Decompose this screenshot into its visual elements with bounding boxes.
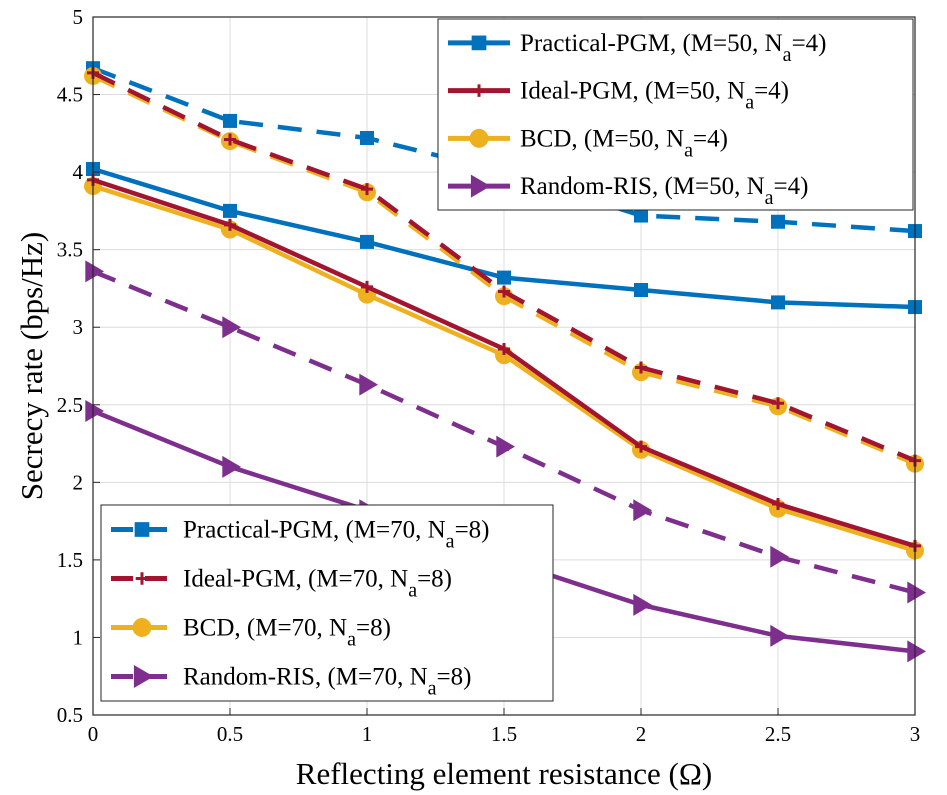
data-point-square xyxy=(634,208,648,223)
data-point-plus xyxy=(361,183,373,196)
x-tick-label: 0 xyxy=(88,722,99,746)
legend-label: Practical-PGM, (M=50, Na=4) xyxy=(520,30,827,66)
data-point-square xyxy=(634,282,648,297)
x-tick-label: 2 xyxy=(636,722,647,746)
legend-item: Ideal-PGM, (M=50, Na=4) xyxy=(448,78,789,114)
x-tick-label: 0.5 xyxy=(217,722,243,746)
series-7 xyxy=(85,260,926,604)
data-point-square xyxy=(134,522,150,537)
legend-label: Ideal-PGM, (M=70, Na=8) xyxy=(183,566,452,602)
legend-item: Practical-PGM, (M=50, Na=4) xyxy=(448,30,827,66)
y-tick-label: 3.5 xyxy=(57,238,83,262)
data-point-triangle xyxy=(770,545,789,568)
data-point-plus xyxy=(498,342,510,355)
legend-label: BCD, (M=70, Na=8) xyxy=(183,615,391,651)
tick-group: 0 0.5 1 1.5 2 2.5 30.511.522.533.544.55 xyxy=(57,5,921,746)
data-point-plus xyxy=(635,361,647,374)
series-5 xyxy=(87,66,921,467)
data-point-triangle xyxy=(85,399,104,422)
data-point-plus xyxy=(472,84,486,97)
data-point-plus xyxy=(361,280,373,293)
legend-item: BCD, (M=70, Na=8) xyxy=(111,615,391,651)
y-tick-label: 4 xyxy=(73,160,84,184)
legend-item: BCD, (M=50, Na=4) xyxy=(448,125,728,161)
legend-label: Random-RIS, (M=70, Na=8) xyxy=(183,664,471,700)
data-point-triangle xyxy=(222,455,241,478)
data-point-square xyxy=(497,270,511,285)
y-tick-label: 3 xyxy=(73,315,84,339)
data-point-triangle xyxy=(633,593,652,616)
y-axis-label: Secrecy rate (bps/Hz) xyxy=(14,232,49,501)
series-group xyxy=(84,61,926,663)
data-point-circle xyxy=(132,618,152,637)
data-point-square xyxy=(360,234,374,249)
legend-item: Ideal-PGM, (M=70, Na=8) xyxy=(111,566,452,602)
legend-item: Random-RIS, (M=70, Na=8) xyxy=(111,664,471,700)
legend-top-right: Practical-PGM, (M=50, Na=4) Ideal-PGM, (M… xyxy=(437,18,914,211)
data-point-triangle xyxy=(770,624,789,647)
legend-label: Random-RIS, (M=50, Na=4) xyxy=(520,173,808,209)
legend-label: Ideal-PGM, (M=50, Na=4) xyxy=(520,78,789,114)
data-point-square xyxy=(223,113,237,128)
data-point-square xyxy=(771,214,785,229)
data-point-square xyxy=(223,203,237,218)
y-tick-label: 2.5 xyxy=(57,393,83,417)
x-tick-label: 3 xyxy=(910,722,921,746)
series-4 xyxy=(86,61,922,239)
legend-group: Practical-PGM, (M=50, Na=4) Ideal-PGM, (M… xyxy=(100,18,914,702)
data-point-plus xyxy=(635,440,647,453)
y-tick-label: 4.5 xyxy=(57,83,83,107)
data-point-triangle xyxy=(907,581,926,604)
data-point-triangle xyxy=(222,316,241,339)
data-point-circle xyxy=(469,128,489,148)
x-tick-label: 1 xyxy=(362,722,373,746)
data-point-triangle xyxy=(85,260,104,283)
data-point-triangle xyxy=(907,640,926,663)
data-point-square xyxy=(771,295,785,310)
y-tick-label: 1 xyxy=(73,625,84,649)
legend-label: Practical-PGM, (M=70, Na=8) xyxy=(183,517,490,553)
x-tick-label: 1.5 xyxy=(491,722,517,746)
legend-label: BCD, (M=50, Na=4) xyxy=(520,125,728,161)
legend-item: Practical-PGM, (M=70, Na=8) xyxy=(111,517,490,553)
y-tick-label: 0.5 xyxy=(57,703,83,727)
x-tick-label: 2.5 xyxy=(765,722,791,746)
data-point-plus xyxy=(772,498,784,511)
y-tick-label: 5 xyxy=(73,5,84,29)
legend-item: Random-RIS, (M=50, Na=4) xyxy=(448,173,808,209)
data-point-triangle xyxy=(470,174,491,198)
data-point-plus xyxy=(772,397,784,410)
legend-box xyxy=(437,18,914,211)
legend-box xyxy=(100,504,554,702)
y-tick-label: 2 xyxy=(73,470,84,494)
data-point-triangle xyxy=(359,373,378,396)
data-point-square xyxy=(360,130,374,145)
data-point-plus xyxy=(135,572,149,585)
data-point-plus xyxy=(224,133,236,146)
legend-bottom-left: Practical-PGM, (M=70, Na=8) Ideal-PGM, (M… xyxy=(100,504,554,702)
data-point-plus xyxy=(224,218,236,231)
data-point-plus xyxy=(498,285,510,298)
data-point-triangle xyxy=(133,664,154,689)
data-point-triangle xyxy=(496,435,515,458)
x-axis-label: Reflecting element resistance (Ω) xyxy=(296,756,712,791)
y-tick-label: 1.5 xyxy=(57,548,83,572)
data-point-triangle xyxy=(633,499,652,522)
data-point-square xyxy=(471,35,487,51)
